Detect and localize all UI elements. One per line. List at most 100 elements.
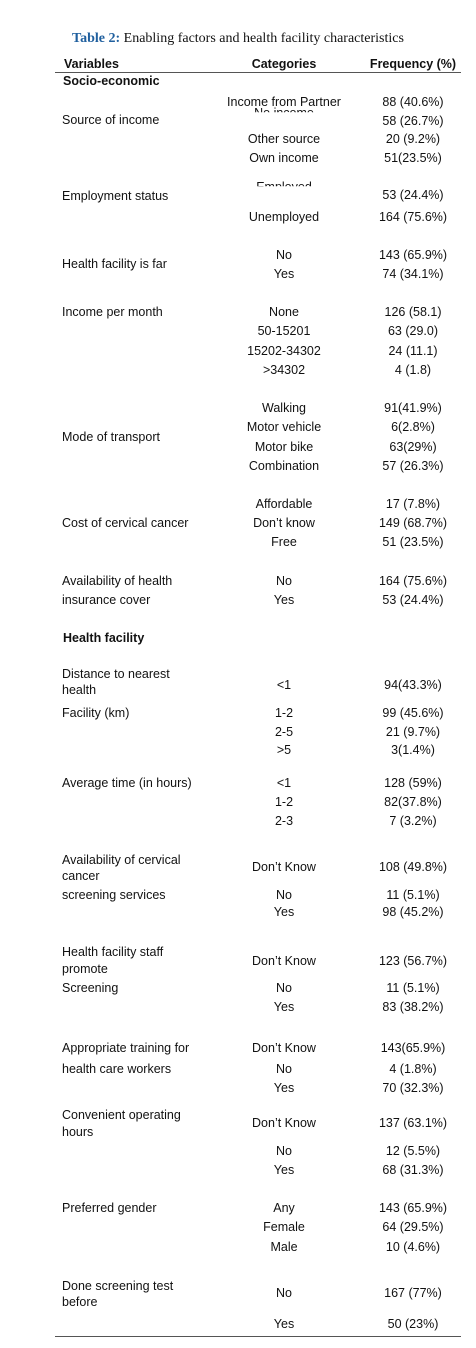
header-rule (55, 72, 461, 73)
variable-name: Distance to nearest (62, 667, 170, 681)
frequency: 68 (31.3%) (382, 1163, 444, 1177)
frequency: 21 (9.7%) (385, 725, 441, 739)
category: Yes (273, 593, 295, 607)
category: Female (263, 1220, 305, 1234)
section-heading: Health facility (63, 631, 145, 645)
variable-name: promote (62, 962, 108, 976)
variable-name: hours (62, 1125, 94, 1139)
table-title: Table 2: Enabling factors and health fac… (0, 31, 476, 47)
header-categories: Categories (251, 57, 317, 71)
frequency: 123 (56.7%) (378, 954, 448, 968)
frequency: 4 (1.8%) (389, 1062, 437, 1076)
variable-name: Employment status (62, 189, 169, 203)
frequency: 70 (32.3%) (382, 1081, 444, 1095)
frequency: 143 (65.9%) (378, 248, 448, 262)
variable-name: Convenient operating (62, 1108, 181, 1122)
category: Male (270, 1240, 298, 1254)
category: 15202-34302 (247, 344, 321, 358)
category: Walking (262, 401, 306, 415)
category: Yes (273, 267, 295, 281)
frequency: 164 (75.6%) (378, 574, 448, 588)
category: >34302 (262, 363, 306, 377)
variable-name: Availability of health (62, 574, 173, 588)
category: 2-3 (274, 814, 294, 828)
category: No (276, 1062, 292, 1076)
category: 1-2 (274, 706, 294, 720)
frequency: 11 (5.1%) (386, 981, 440, 995)
category: Other source (247, 132, 321, 146)
frequency: 143 (65.9%) (378, 1201, 448, 1215)
category: 50-15201 (257, 324, 311, 338)
frequency: 82(37.8%) (384, 795, 442, 809)
bottom-rule (55, 1336, 461, 1337)
category: Yes (273, 1317, 295, 1331)
category: Don’t Know (252, 860, 316, 874)
frequency: 53 (24.4%) (382, 188, 444, 202)
variable-name: Availability of cervical (62, 853, 181, 867)
title-text: Enabling factors and health facility cha… (123, 31, 404, 46)
variable-name: Appropriate training for (62, 1041, 190, 1055)
variable-name: Health facility is far (62, 257, 167, 271)
frequency: 3(1.4%) (391, 743, 435, 757)
variable-name: insurance cover (62, 593, 151, 607)
frequency: 126 (58.1) (384, 305, 442, 319)
frequency: 164 (75.6%) (378, 210, 448, 224)
category: Free (271, 535, 297, 549)
category: No income (254, 106, 314, 120)
frequency: 99 (45.6%) (382, 706, 444, 720)
frequency: 51(23.5%) (384, 151, 442, 165)
category: Yes (273, 1000, 295, 1014)
frequency: 20 (9.2%) (385, 132, 441, 146)
frequency: 108 (49.8%) (378, 860, 448, 874)
frequency: 63(29%) (389, 440, 437, 454)
frequency: 83 (38.2%) (382, 1000, 444, 1014)
frequency: 24 (11.1) (388, 344, 438, 358)
category: >5 (276, 743, 292, 757)
variable-name: Source of income (62, 113, 160, 127)
variable-name: before (62, 1295, 98, 1309)
category: Don’t know (253, 516, 315, 530)
variable-name: Cost of cervical cancer (62, 516, 189, 530)
frequency: 51 (23.5%) (382, 535, 444, 549)
category: Affordable (255, 497, 313, 511)
frequency: 88 (40.6%) (382, 95, 444, 109)
frequency: 57 (26.3%) (382, 459, 444, 473)
variable-name: Preferred gender (62, 1201, 157, 1215)
category: Don’t Know (252, 1116, 316, 1130)
category: No (276, 574, 292, 588)
category: Yes (273, 905, 295, 919)
frequency: 167 (77%) (384, 1286, 442, 1300)
category: Don’t Know (252, 954, 316, 968)
frequency: 64 (29.5%) (382, 1220, 444, 1234)
variable-name: Income per month (62, 305, 163, 319)
section-heading: Socio-economic (63, 74, 160, 88)
category: Income from Partner (227, 95, 341, 109)
frequency: 10 (4.6%) (385, 1240, 441, 1254)
variable-name: Facility (km) (62, 706, 130, 720)
category: None (269, 305, 299, 319)
variable-name: Health facility staff (62, 945, 164, 959)
category: Unemployed (248, 210, 320, 224)
category: <1 (276, 678, 292, 692)
variable-name: Done screening test (62, 1279, 174, 1293)
variable-name: health (62, 683, 97, 697)
frequency: 94(43.3%) (384, 678, 442, 692)
title-label: Table 2: (72, 31, 121, 46)
frequency: 6(2.8%) (391, 420, 435, 434)
category: Don’t Know (252, 1041, 316, 1055)
frequency: 58 (26.7%) (382, 114, 444, 128)
category: <1 (276, 776, 292, 790)
category: Combination (248, 459, 320, 473)
category: No (276, 248, 292, 262)
variable-name: health care workers (62, 1062, 172, 1076)
frequency: 17 (7.8%) (385, 497, 441, 511)
category: Any (273, 1201, 295, 1215)
header-frequency: Frequency (%) (369, 57, 457, 71)
variable-name: cancer (62, 869, 100, 883)
category: Yes (273, 1163, 295, 1177)
category: Employed (256, 180, 312, 194)
frequency: 128 (59%) (384, 776, 442, 790)
frequency: 50 (23%) (387, 1317, 439, 1331)
category: No (276, 1286, 292, 1300)
variable-name: screening services (62, 888, 166, 902)
